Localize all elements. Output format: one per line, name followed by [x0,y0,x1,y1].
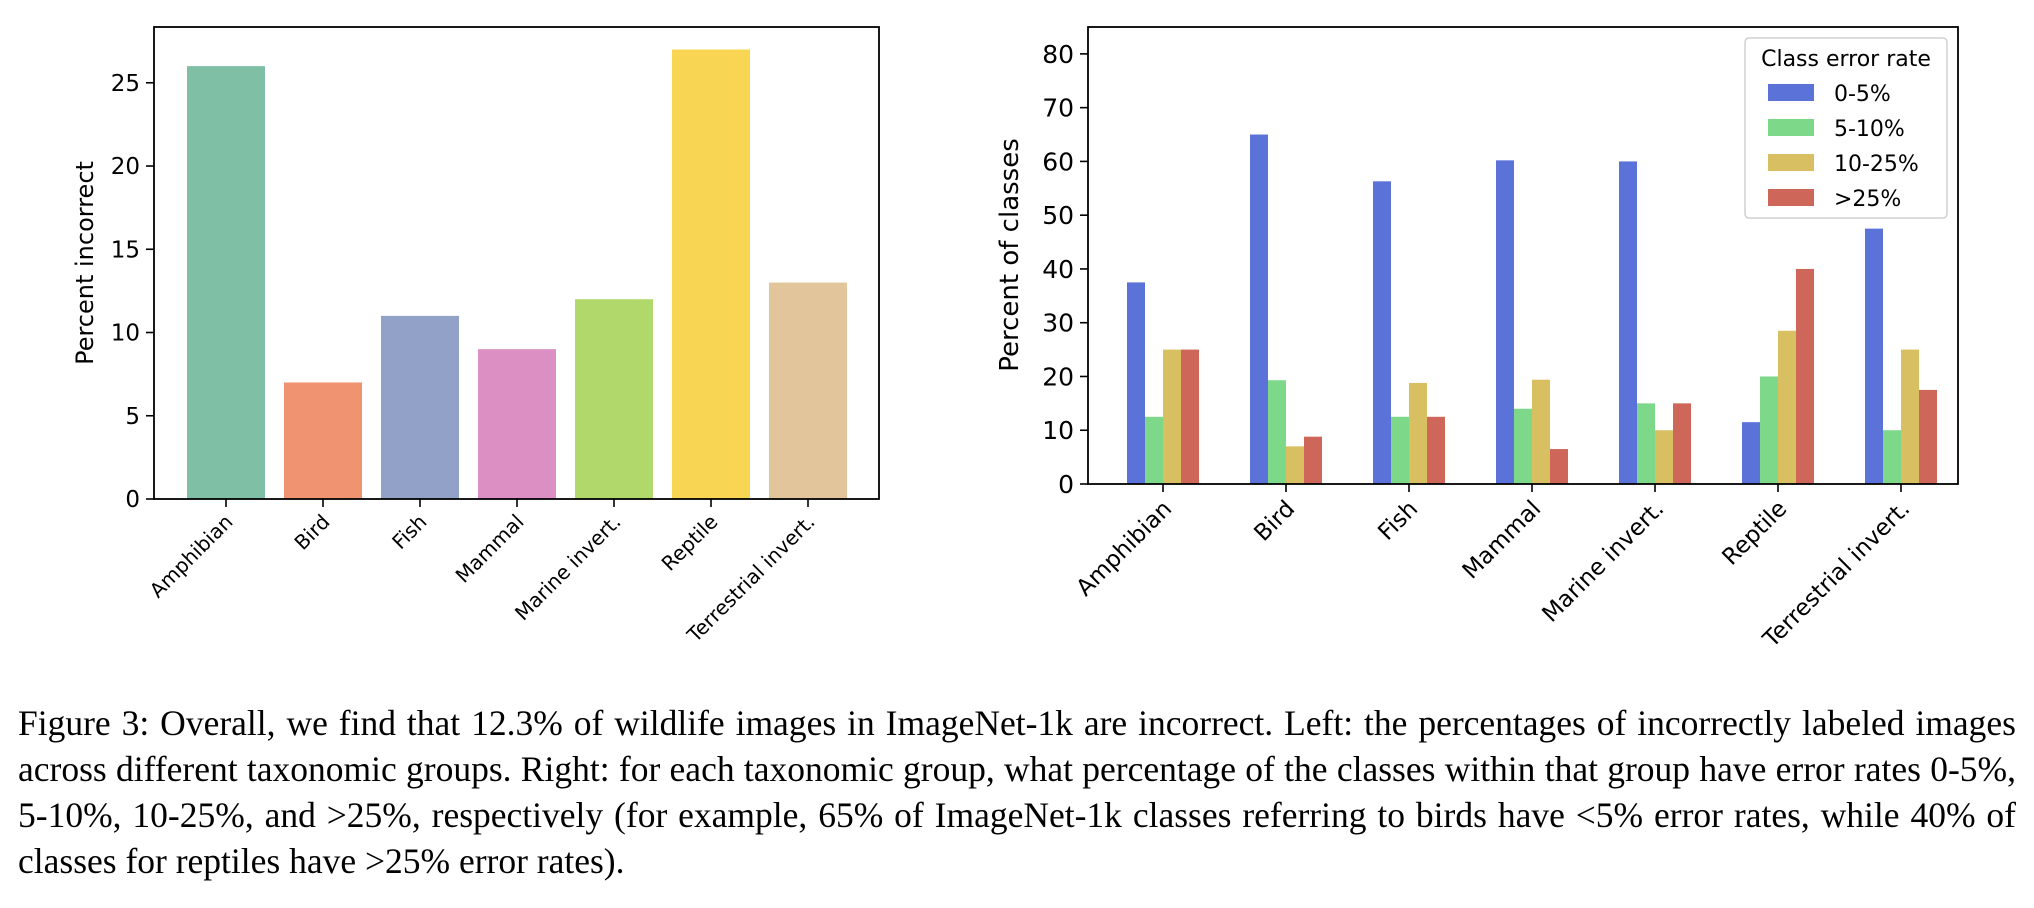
right-bar-mammal-series-4 [1550,449,1568,484]
legend-swatch [1768,119,1814,136]
right-x-tick-label: Fish [1373,496,1423,546]
left-bar-mammal [478,349,556,499]
right-x-tick-label: Marine invert. [1537,496,1669,628]
right-bar-mammal-series-1 [1496,160,1514,484]
right-y-tick-label: 30 [1042,309,1074,338]
right-bar-amphibian-series-1 [1127,282,1145,484]
right-bar-bird-series-4 [1304,436,1322,484]
right-y-tick-label: 70 [1042,94,1074,123]
legend-label: 0-5% [1834,82,1891,107]
legend-title: Class error rate [1761,47,1931,72]
figure-caption: Figure 3: Overall, we find that 12.3% of… [18,703,2016,881]
right-bar-terrestrial-invert--series-4 [1919,389,1937,484]
left-x-tick-label: Bird [289,510,334,555]
right-plot-frame [1087,26,1959,485]
legend-swatch [1768,154,1814,171]
legend-label: >25% [1834,187,1901,212]
left-bar-terrestrial-invert- [769,282,847,499]
right-y-axis: 0 10 20 30 40 50 60 70 80 [1042,40,1088,499]
right-y-tick-label: 0 [1058,470,1074,499]
right-bar-fish-series-3 [1409,382,1427,484]
left-y-tick-label: 15 [111,237,140,263]
right-bar-reptile-series-3 [1778,330,1796,484]
left-x-tick-label: Amphibian [145,510,238,603]
left-x-tick-label: Fish [387,510,431,554]
right-bar-bird-series-3 [1286,446,1304,484]
left-y-axis: 0 5 10 15 20 25 [111,71,154,513]
left-x-tick-label: Mammal [451,510,529,588]
right-y-tick-label: 60 [1042,147,1074,176]
right-bars [1127,134,1937,485]
right-bar-reptile-series-4 [1796,268,1814,484]
right-x-tick-label: Bird [1249,496,1300,547]
right-y-tick-label: 10 [1042,416,1074,445]
left-bar-amphibian [187,66,265,500]
right-bar-marine-invert--series-2 [1637,403,1655,484]
right-y-tick-label: 40 [1042,255,1074,284]
right-bar-amphibian-series-4 [1181,349,1199,484]
right-bar-terrestrial-invert--series-2 [1883,430,1901,484]
right-bar-terrestrial-invert--series-3 [1901,349,1919,484]
legend-items: 0-5% 5-10% 10-25% >25% [1768,82,1919,212]
right-bar-marine-invert--series-1 [1619,161,1637,485]
right-x-tick-label: Mammal [1458,496,1547,585]
left-y-axis-label: Percent incorrect [71,161,99,365]
right-bar-amphibian-series-3 [1163,349,1181,484]
right-grouped-bar-chart: 0 10 20 30 40 50 60 70 80 Amphibian Bird Fish Mamma… [995,26,1959,653]
right-x-tick-label: Reptile [1718,496,1793,571]
left-bars [187,49,847,500]
right-y-tick-label: 20 [1042,362,1074,391]
right-bar-marine-invert--series-4 [1673,403,1691,484]
right-y-tick-label: 80 [1042,40,1074,69]
left-y-tick-label: 10 [111,321,140,347]
left-y-tick-label: 5 [125,404,140,430]
legend-label: 10-25% [1834,152,1919,177]
right-bar-mammal-series-2 [1514,408,1532,484]
right-bar-bird-series-2 [1268,380,1286,484]
right-y-axis-label: Percent of classes [995,138,1025,372]
right-bar-fish-series-1 [1373,181,1391,485]
right-bar-fish-series-4 [1427,416,1445,484]
left-y-tick-label: 0 [125,487,140,513]
left-bar-fish [381,315,459,499]
right-bar-terrestrial-invert--series-1 [1865,228,1883,484]
right-bar-reptile-series-1 [1742,422,1760,484]
right-x-tick-label: Amphibian [1072,496,1178,602]
legend-swatch [1768,189,1814,206]
right-bar-marine-invert--series-3 [1655,430,1673,484]
legend: Class error rate 0-5% 5-10% 10-25% >25% [1744,37,1948,219]
right-bar-mammal-series-3 [1532,379,1550,484]
left-y-tick-label: 25 [111,71,140,97]
right-bar-amphibian-series-2 [1145,416,1163,484]
legend-swatch [1768,84,1814,101]
left-bar-reptile [672,49,750,499]
legend-box [1744,37,1948,219]
legend-label: 5-10% [1834,117,1905,142]
right-bar-bird-series-1 [1250,134,1268,484]
right-y-tick-label: 50 [1042,201,1074,230]
left-bar-marine-invert- [575,299,653,499]
right-bar-fish-series-2 [1391,416,1409,484]
right-bar-reptile-series-2 [1760,376,1778,484]
left-x-tick-label: Reptile [657,510,723,576]
left-bar-bird [284,382,362,499]
left-y-tick-label: 20 [111,154,140,180]
